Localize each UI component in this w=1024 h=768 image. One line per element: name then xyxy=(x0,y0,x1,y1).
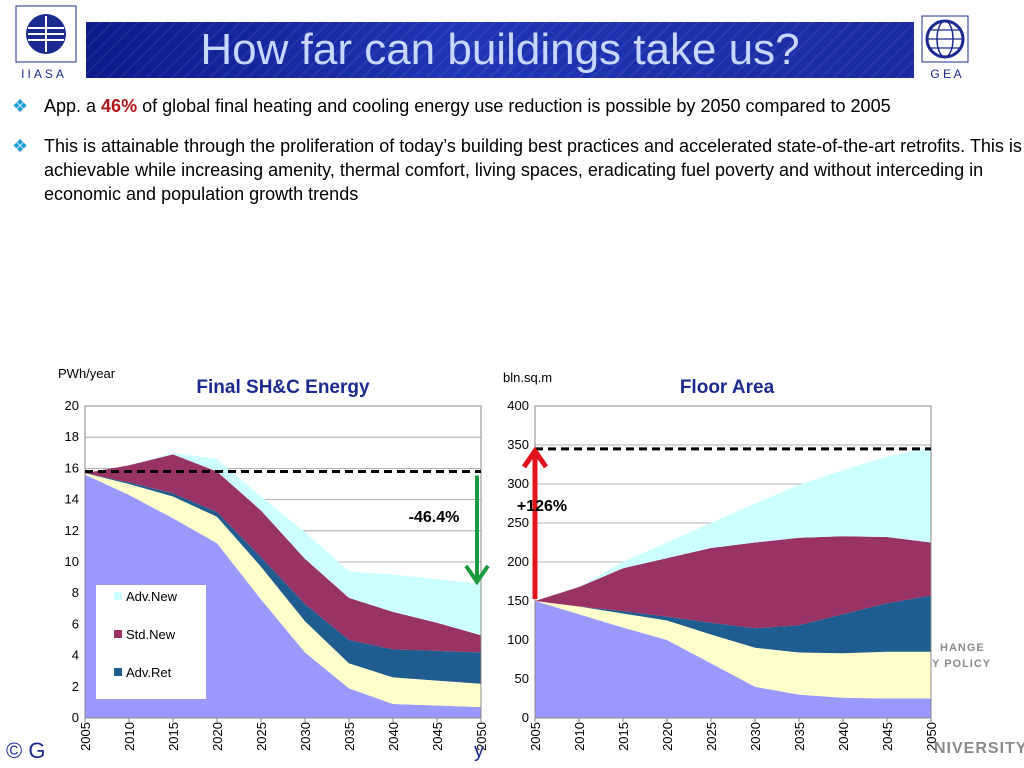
x-tick-label: 2025 xyxy=(704,722,719,751)
x-tick-label: 2020 xyxy=(660,722,675,751)
gea-logo-text: G E A xyxy=(930,67,961,81)
y-tick-label: 8 xyxy=(72,585,79,600)
change-arrow-head xyxy=(464,564,490,586)
x-tick-label: 2050 xyxy=(474,722,489,751)
footer-copyright: © G xyxy=(6,738,46,763)
y-tick-label: 18 xyxy=(65,429,79,444)
change-annotation: -46.4% xyxy=(409,509,460,526)
y-tick-label: 50 xyxy=(515,671,529,686)
y-tick-label: 4 xyxy=(72,648,79,663)
area-adv_new xyxy=(535,447,931,601)
area-base xyxy=(535,601,931,718)
y-tick-label: 20 xyxy=(65,398,79,413)
page-title: How far can buildings take us? xyxy=(200,25,800,74)
bullet-text: App. a 46% of global final heating and c… xyxy=(44,96,891,116)
diamond-bullet-icon: ❖ xyxy=(12,96,29,116)
x-tick-label: 2035 xyxy=(792,722,807,751)
y-tick-label: 300 xyxy=(507,476,529,491)
x-tick-label: 2040 xyxy=(386,722,401,751)
x-tick-label: 2005 xyxy=(528,722,543,751)
gea-logo: G E A xyxy=(921,15,969,81)
area-adv_ret xyxy=(85,473,481,684)
partner-text-1: HANGE xyxy=(940,642,985,654)
bullet-text: This is attainable through the prolifera… xyxy=(44,136,1022,204)
plot-border xyxy=(84,405,482,719)
x-tick-label: 2015 xyxy=(616,722,631,751)
iiasa-logo-text: IIASA xyxy=(21,67,67,81)
legend-swatch xyxy=(114,630,122,638)
diamond-bullet-icon: ❖ xyxy=(12,136,29,156)
legend-swatch xyxy=(114,592,122,600)
bullet-list: ❖ App. a 46% of global final heating and… xyxy=(10,94,1024,222)
iiasa-logo: IIASA xyxy=(15,5,77,81)
y-tick-label: 250 xyxy=(507,515,529,530)
y-tick-label: 14 xyxy=(65,492,79,507)
x-tick-label: 2020 xyxy=(210,722,225,751)
x-tick-label: 2045 xyxy=(430,722,445,751)
x-tick-label: 2040 xyxy=(836,722,851,751)
y-tick-label: 400 xyxy=(507,398,529,413)
y-unit-label: PWh/year xyxy=(58,366,116,381)
change-arrow-head xyxy=(521,446,549,469)
chart-title: Floor Area xyxy=(680,377,775,398)
legend-label: Std.New xyxy=(126,627,176,642)
legend-box xyxy=(96,585,206,699)
area-std_new xyxy=(535,536,931,629)
x-tick-label: 2035 xyxy=(342,722,357,751)
bullet-item: ❖ App. a 46% of global final heating and… xyxy=(10,94,1024,118)
area-std_new xyxy=(85,454,481,653)
y-tick-label: 12 xyxy=(65,523,79,538)
y-tick-label: 16 xyxy=(65,460,79,475)
x-tick-label: 2010 xyxy=(572,722,587,751)
footer-fragment: y xyxy=(474,740,484,762)
y-tick-label: 150 xyxy=(507,593,529,608)
area-std_ret xyxy=(535,601,931,699)
y-tick-label: 2 xyxy=(72,679,79,694)
y-tick-label: 350 xyxy=(507,437,529,452)
x-tick-label: 2050 xyxy=(924,722,939,751)
x-tick-label: 2030 xyxy=(298,722,313,751)
x-tick-label: 2030 xyxy=(748,722,763,751)
y-unit-label: bln.sq.m xyxy=(503,370,552,385)
y-tick-label: 0 xyxy=(72,710,79,725)
x-tick-label: 2025 xyxy=(254,722,269,751)
x-tick-label: 2015 xyxy=(166,722,181,751)
change-annotation: +126% xyxy=(517,498,567,515)
y-tick-label: 0 xyxy=(522,710,529,725)
x-tick-label: 2005 xyxy=(78,722,93,751)
bullet-item: ❖ This is attainable through the prolife… xyxy=(10,134,1024,206)
chart-title: Final SH&C Energy xyxy=(196,377,370,398)
partner-text-2: Y POLICY xyxy=(932,658,992,670)
area-adv_ret xyxy=(535,595,931,654)
y-tick-label: 6 xyxy=(72,616,79,631)
area-adv_new xyxy=(85,452,481,636)
y-tick-label: 100 xyxy=(507,632,529,647)
title-bar: How far can buildings take us? xyxy=(86,22,914,78)
legend-label: Adv.New xyxy=(126,589,178,604)
y-tick-label: 10 xyxy=(65,554,79,569)
x-tick-label: 2045 xyxy=(880,722,895,751)
legend-label: Adv.Ret xyxy=(126,665,172,680)
footer-university: NIVERSITY xyxy=(934,740,1024,757)
y-tick-label: 200 xyxy=(507,554,529,569)
area-std_ret xyxy=(85,473,481,708)
legend-swatch xyxy=(114,668,122,676)
x-tick-label: 2010 xyxy=(122,722,137,751)
